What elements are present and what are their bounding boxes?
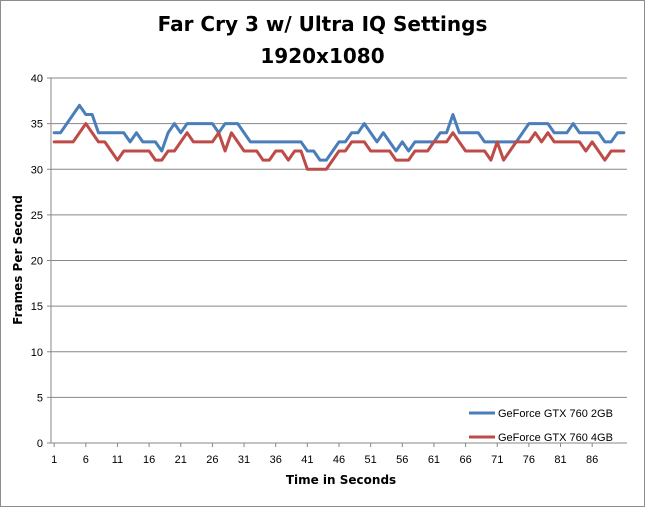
- y-tick-label: 30: [31, 164, 43, 176]
- series-line-4gb: [52, 122, 626, 171]
- chart-title: Far Cry 3 w/ Ultra IQ Settings: [157, 12, 488, 36]
- x-tick-label: 31: [238, 454, 250, 466]
- chart-subtitle: 1920x1080: [260, 44, 385, 68]
- x-tick-label: 61: [428, 454, 440, 466]
- x-tick-label: 86: [586, 454, 598, 466]
- y-tick-label: 35: [31, 119, 43, 131]
- y-tick-label: 40: [31, 73, 43, 85]
- series-line-2gb: [52, 103, 626, 162]
- y-tick-label: 25: [31, 210, 43, 222]
- x-tick-label: 76: [523, 454, 535, 466]
- x-tick-label: 36: [270, 454, 282, 466]
- legend: GeForce GTX 760 2GB GeForce GTX 760 4GB: [469, 408, 613, 444]
- y-tick-label: 20: [31, 256, 43, 268]
- x-tick-label: 71: [491, 454, 503, 466]
- x-tick-label: 51: [365, 454, 377, 466]
- x-tick-label: 46: [333, 454, 345, 466]
- x-tick-label: 11: [112, 454, 123, 466]
- series-lines: [52, 103, 626, 171]
- y-tick-label: 10: [31, 347, 43, 359]
- legend-entry: GeForce GTX 760 4GB: [498, 432, 613, 444]
- legend-entry: GeForce GTX 760 2GB: [498, 408, 613, 420]
- x-tick-label: 66: [459, 454, 471, 466]
- x-tick-label: 81: [554, 454, 566, 466]
- x-tick-label: 41: [301, 454, 313, 466]
- x-tick-label: 26: [206, 454, 218, 466]
- y-axis-ticks: 0 5 10 15 20 25 30 35 40: [31, 73, 51, 450]
- x-tick-label: 1: [51, 454, 57, 466]
- x-axis-label: Time in Seconds: [286, 473, 396, 487]
- x-tick-label: 21: [175, 454, 187, 466]
- x-axis-ticks: 1 6 11 16 21 26 31 36 41 46 51 56 61 66 71 76 81 86: [51, 443, 598, 466]
- x-tick-label: 56: [396, 454, 408, 466]
- x-tick-label: 6: [83, 454, 89, 466]
- y-tick-label: 15: [31, 301, 43, 313]
- y-axis-label: Frames Per Second: [11, 195, 25, 325]
- y-tick-label: 5: [37, 392, 43, 404]
- x-tick-label: 16: [143, 454, 155, 466]
- y-tick-label: 0: [37, 438, 43, 450]
